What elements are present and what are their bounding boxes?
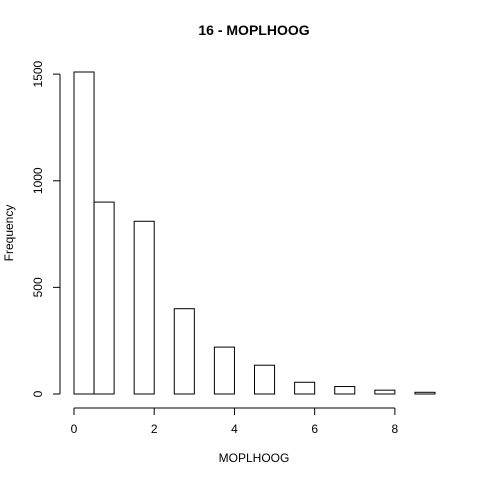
histogram-bar (374, 389, 396, 395)
y-axis-label: Frequency (2, 205, 16, 262)
x-tick-label: 2 (151, 422, 158, 436)
x-tick-label: 6 (311, 422, 318, 436)
histogram-bar (254, 364, 276, 395)
y-tick-label: 500 (31, 277, 45, 297)
histogram-bar (133, 220, 155, 395)
y-tick-label: 0 (31, 390, 45, 397)
x-tick-label: 8 (392, 422, 399, 436)
histogram-bar (73, 71, 95, 395)
histogram-bar (334, 386, 356, 395)
histogram-bar (173, 308, 195, 395)
y-tick-label: 1000 (31, 167, 45, 194)
x-tick-label: 0 (71, 422, 78, 436)
x-tick-label: 4 (231, 422, 238, 436)
x-axis-label: MOPLHOOG (219, 451, 290, 465)
histogram-bar (213, 346, 235, 395)
histogram-bar (93, 201, 115, 395)
x-axis: 0 2 4 6 8 (71, 407, 399, 436)
chart-title: 16 - MOPLHOOG (198, 22, 309, 38)
bars-group (73, 71, 436, 395)
y-tick-label: 1500 (31, 60, 45, 87)
y-axis: 0 500 1000 1500 (31, 60, 61, 397)
histogram-bar (294, 381, 316, 395)
histogram-bar (414, 391, 436, 395)
